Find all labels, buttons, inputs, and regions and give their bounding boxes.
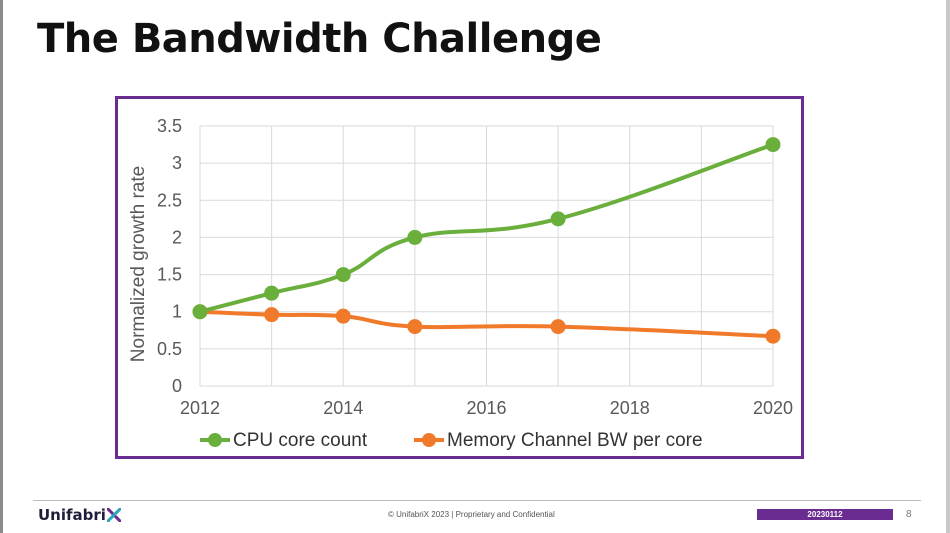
legend-swatch-marker bbox=[208, 433, 222, 447]
y-tick-label: 0 bbox=[172, 376, 182, 396]
slide-title: The Bandwidth Challenge bbox=[37, 16, 602, 62]
data-point-memory bbox=[550, 319, 566, 335]
data-point-cpu bbox=[765, 137, 781, 153]
y-tick-label: 1.5 bbox=[157, 265, 182, 285]
legend-swatch-marker bbox=[422, 433, 436, 447]
data-point-memory bbox=[407, 319, 423, 335]
chart-frame: 0 0.5 1 1.5 2 2.5 3 3.5 2012 2014 2016 2018 2020 Norm… bbox=[115, 96, 804, 459]
legend-label: CPU core count bbox=[233, 430, 368, 451]
right-edge-rule bbox=[946, 0, 950, 533]
data-point-cpu bbox=[192, 304, 208, 320]
y-tick-label: 2 bbox=[172, 227, 182, 247]
x-tick-label: 2012 bbox=[180, 398, 220, 418]
data-point-cpu bbox=[550, 211, 566, 227]
x-tick-label: 2016 bbox=[466, 398, 506, 418]
line-chart: 0 0.5 1 1.5 2 2.5 3 3.5 2012 2014 2016 2018 2020 Norm… bbox=[128, 116, 793, 451]
data-point-memory bbox=[765, 328, 781, 344]
y-tick-label: 1 bbox=[172, 302, 182, 322]
logo-x-icon bbox=[106, 508, 121, 522]
footer-divider bbox=[33, 500, 921, 501]
y-tick-label: 3.5 bbox=[157, 116, 182, 136]
y-tick-label: 2.5 bbox=[157, 190, 182, 210]
y-axis-label: Normalized growth rate bbox=[128, 166, 149, 362]
data-point-cpu bbox=[264, 285, 280, 301]
data-point-cpu bbox=[335, 267, 351, 283]
company-logo: Unifabri bbox=[38, 506, 121, 526]
x-tick-label: 2014 bbox=[323, 398, 363, 418]
left-edge-rule bbox=[0, 0, 3, 533]
y-tick-label: 0.5 bbox=[157, 339, 182, 359]
logo-text: Unifabri bbox=[38, 506, 106, 524]
footer-date-badge: 20230112 bbox=[757, 509, 893, 520]
x-tick-label: 2020 bbox=[753, 398, 793, 418]
page-number: 8 bbox=[906, 509, 912, 520]
y-tick-label: 3 bbox=[172, 153, 182, 173]
legend-label: Memory Channel BW per core bbox=[447, 430, 703, 451]
data-point-memory bbox=[335, 308, 351, 324]
data-point-cpu bbox=[407, 229, 423, 245]
x-tick-label: 2018 bbox=[610, 398, 650, 418]
data-point-memory bbox=[264, 307, 280, 323]
footer-copyright: © UnifabriX 2023 | Proprietary and Confi… bbox=[388, 510, 555, 519]
